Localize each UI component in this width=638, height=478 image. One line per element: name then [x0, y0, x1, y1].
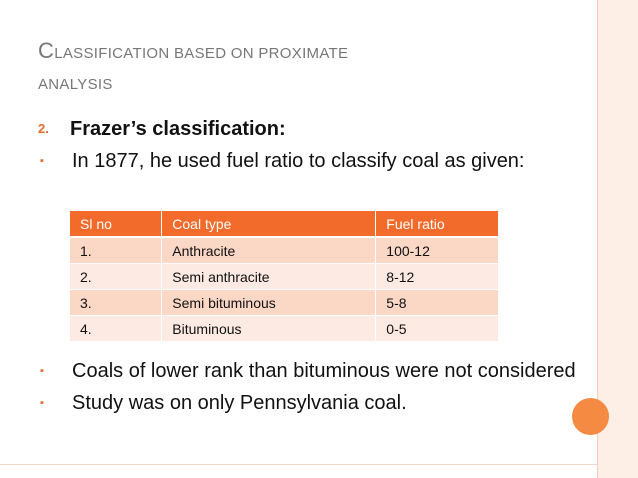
- table-row: 1. Anthracite 100-12: [70, 236, 498, 264]
- list-item-bullet: ▪ Study was on only Pennsylvania coal.: [38, 390, 578, 416]
- table-row: 2. Semi anthracite 8-12: [70, 263, 498, 290]
- list-item-bullet: ▪ Coals of lower rank than bituminous we…: [38, 358, 578, 384]
- top-bullet-list: 2. Frazer’s classification: ▪ In 1877, h…: [38, 116, 578, 180]
- column-header: Coal type: [161, 211, 376, 238]
- table-cell: 5-8: [375, 289, 498, 316]
- table-cell: 4.: [70, 315, 162, 341]
- bottom-bullet-list: ▪ Coals of lower rank than bituminous we…: [38, 358, 578, 422]
- table-cell: 2.: [70, 263, 162, 290]
- table-row: 4. Bituminous 0-5: [70, 315, 498, 341]
- title-first-letter: C: [38, 38, 55, 63]
- right-divider: [597, 0, 598, 478]
- table-cell: Bituminous: [161, 315, 376, 341]
- table-cell: 0-5: [375, 315, 498, 341]
- table-header-row: Sl no Coal type Fuel ratio: [70, 211, 498, 238]
- title-line-2: analysis: [38, 76, 113, 93]
- column-header: Sl no: [70, 211, 162, 238]
- right-band: [598, 0, 638, 478]
- list-number: 2.: [38, 121, 49, 136]
- table-cell: 1.: [70, 236, 162, 264]
- bullet-text: Study was on only Pennsylvania coal.: [72, 392, 407, 414]
- orange-dot-decoration: [572, 398, 609, 435]
- table-cell: 8-12: [375, 263, 498, 290]
- section-heading: Frazer’s classification:: [70, 118, 286, 140]
- table-cell: 3.: [70, 289, 162, 316]
- bullet-text: Coals of lower rank than bituminous were…: [72, 360, 576, 382]
- table-cell: Anthracite: [161, 236, 376, 264]
- table-row: 3. Semi bituminous 5-8: [70, 289, 498, 316]
- bullet-square-icon: ▪: [40, 365, 44, 377]
- slide-title: Classification based on proximate analys…: [38, 36, 578, 100]
- title-line-1-rest: lassification based on proximate: [54, 45, 349, 62]
- list-item-heading: 2. Frazer’s classification:: [38, 116, 578, 142]
- fuel-ratio-table: Sl no Coal type Fuel ratio 1. Anthracite…: [70, 211, 498, 341]
- bullet-square-icon: ▪: [40, 155, 44, 167]
- table-cell: 100-12: [375, 236, 498, 264]
- column-header: Fuel ratio: [375, 211, 498, 238]
- list-item-bullet: ▪ In 1877, he used fuel ratio to classif…: [38, 148, 578, 174]
- bottom-divider: [0, 464, 598, 465]
- bullet-square-icon: ▪: [40, 397, 44, 409]
- table-cell: Semi bituminous: [161, 289, 376, 316]
- table-cell: Semi anthracite: [161, 263, 376, 290]
- title-line-1: Classification based on proximate: [38, 36, 578, 69]
- bullet-text: In 1877, he used fuel ratio to classify …: [72, 150, 525, 172]
